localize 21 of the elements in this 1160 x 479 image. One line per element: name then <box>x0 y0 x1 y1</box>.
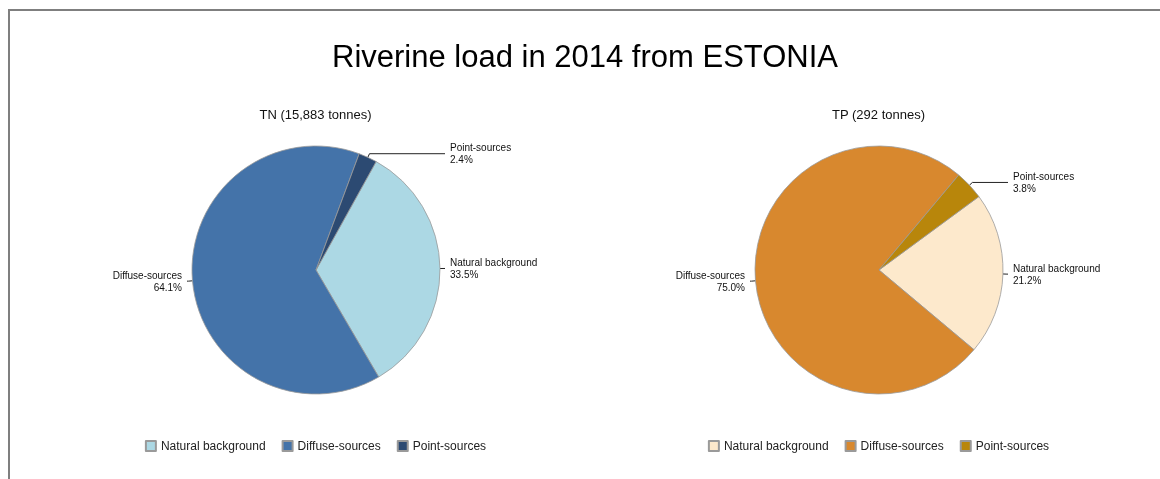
data-label: 2.4% <box>450 154 473 166</box>
text: Riverine load in 2014 from ESTONIA <box>332 39 838 74</box>
legend-label: Natural background <box>723 439 829 453</box>
legend-label: Diffuse-sources <box>297 439 381 453</box>
data-label: 21.2% <box>1013 274 1042 286</box>
slice-label: Natural background <box>450 256 538 268</box>
data-label: 75.0% <box>716 281 746 293</box>
slice-label: Point-sources <box>450 142 512 154</box>
slice-label: Diffuse-sources <box>675 269 745 281</box>
legend-label: Point-sources <box>412 439 487 453</box>
chart-title: TP (292 tonnes) <box>832 107 925 122</box>
slice-label: Diffuse-sources <box>112 269 182 281</box>
legend-label: Diffuse-sources <box>860 439 944 453</box>
data-label: 33.5% <box>450 268 479 280</box>
chart-title: TN (15,883 tonnes) <box>259 107 372 122</box>
legend-label: Natural background <box>160 439 266 453</box>
slice-label: Natural background <box>1013 262 1101 274</box>
data-label: 3.8% <box>1013 182 1036 194</box>
slice-label: Point-sources <box>1013 170 1075 182</box>
legend-label: Point-sources <box>975 439 1050 453</box>
data-label: 64.1% <box>153 281 183 293</box>
